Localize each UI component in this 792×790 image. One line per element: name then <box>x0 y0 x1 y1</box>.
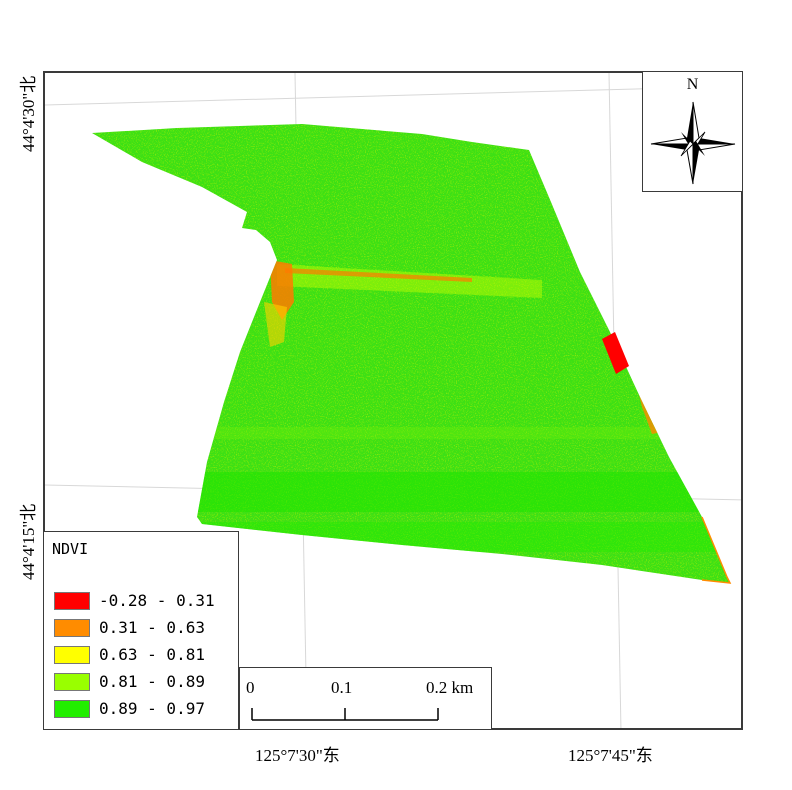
scale-tick-label: 0 <box>246 678 255 697</box>
lat-label-north: 44°4'30"北 <box>19 75 38 152</box>
legend-label: 0.81 - 0.89 <box>99 672 205 691</box>
lon-label-west: 125°7'30"东 <box>255 746 340 765</box>
scale-bar-line <box>251 708 439 721</box>
lat-label-south: 44°4'15"北 <box>19 503 38 580</box>
legend: NDVI -0.28 - 0.31 0.31 - 0.63 0.63 - 0.81 0… <box>43 531 239 730</box>
legend-label: -0.28 - 0.31 <box>99 591 215 610</box>
scale-tick-label: 0.2 km <box>426 678 474 697</box>
legend-swatch <box>54 592 90 610</box>
north-letter: N <box>686 76 699 93</box>
legend-label: 0.89 - 0.97 <box>99 699 205 718</box>
scale-tick-label: 0.1 <box>331 678 353 697</box>
graticule-line <box>45 85 741 106</box>
legend-swatch <box>54 673 90 691</box>
lon-label-east: 125°7'45"东 <box>568 746 653 765</box>
north-arrow-box: N <box>642 71 743 192</box>
low-ndvi-patch <box>602 332 629 374</box>
legend-swatch <box>54 700 90 718</box>
scale-bar: 0 0.1 0.2 km <box>239 667 492 730</box>
map-canvas <box>45 73 741 728</box>
legend-swatch <box>54 646 90 664</box>
map-frame[interactable] <box>43 71 743 730</box>
legend-swatch <box>54 619 90 637</box>
legend-title: NDVI <box>52 540 89 558</box>
legend-label: 0.63 - 0.81 <box>99 645 205 664</box>
compass-rose-icon <box>650 101 736 185</box>
legend-label: 0.31 - 0.63 <box>99 618 205 637</box>
field-edge <box>701 516 732 584</box>
